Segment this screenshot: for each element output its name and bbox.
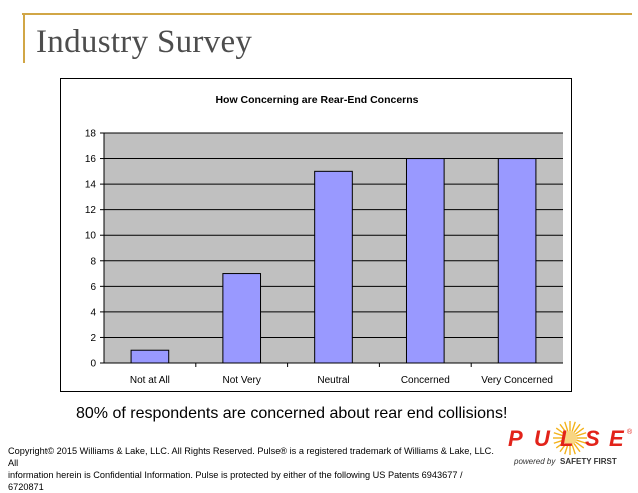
sunburst-core [563,431,577,445]
logo-tagline-prefix: powered by [513,457,556,466]
y-tick-label: 14 [85,180,97,191]
sunburst-ray [555,427,565,435]
chart-container: How Concerning are Rear-End Concerns 0 2 4 6… [60,78,572,392]
bar [497,158,537,364]
sunburst-ray [564,421,569,432]
sunburst-ray [576,432,587,437]
bar-chart: How Concerning are Rear-End Concerns 0 2 4 6… [85,94,563,386]
y-tick-label: 0 [90,359,96,370]
y-tick-label: 6 [90,282,96,293]
sunburst-ray [553,432,564,437]
y-tick-label: 16 [85,154,97,165]
bar [222,273,262,364]
logo-trademark: ® [627,428,633,436]
sunburst-ray [555,441,565,449]
accent-rule-horizontal [22,13,632,15]
survey-caption: 80% of respondents are concerned about r… [76,405,508,422]
sunburst-ray [559,443,567,453]
x-tick-label: Concerned [401,375,450,386]
sunburst-ray [575,441,585,449]
bar [405,158,445,364]
bar [130,349,170,364]
sunburst-icon [553,421,587,455]
y-tick-label: 4 [90,307,96,318]
accent-rule-vertical [23,13,25,63]
x-tick-label: Not Very [223,375,261,386]
logo-letter-p: P [508,426,523,451]
x-tick-label: Not at All [130,375,170,386]
bar [314,170,353,364]
logo-letter-l: L [560,426,573,451]
x-tick-label: Neutral [317,375,349,386]
chart-title: How Concerning are Rear-End Concerns [215,94,418,106]
copyright-line-2: information herein is Confidential Infor… [8,470,463,492]
sunburst-ray [559,423,567,433]
copyright-line-1: Copyright© 2015 Williams & Lake, LLC. Al… [8,446,494,468]
sunburst-ray [553,439,564,444]
logo-tagline-brand: SAFETY FIRST [560,457,617,466]
x-tick-label: Very Concerned [481,375,553,386]
sunburst-ray [576,439,587,444]
sunburst-ray [573,423,581,433]
y-tick-label: 10 [85,231,97,242]
logo-letter-e: E [609,426,625,451]
sunburst-ray [564,444,569,455]
pulse-logo: P U L S E ® powered by SAFETY FIRST [508,421,633,466]
logo-letter-s: S [585,426,600,451]
sunburst-ray [571,421,576,432]
sunburst-ray [573,443,581,453]
sunburst-ray [571,444,576,455]
copyright-notice: Copyright© 2015 Williams & Lake, LLC. Al… [8,445,496,493]
slide-title: Industry Survey [36,24,253,60]
logo-letter-u: U [534,426,551,451]
y-tick-label: 18 [85,129,97,140]
y-tick-label: 2 [90,333,96,344]
sunburst-ray [575,427,585,435]
y-tick-label: 12 [85,205,97,216]
y-tick-label: 8 [90,256,96,267]
